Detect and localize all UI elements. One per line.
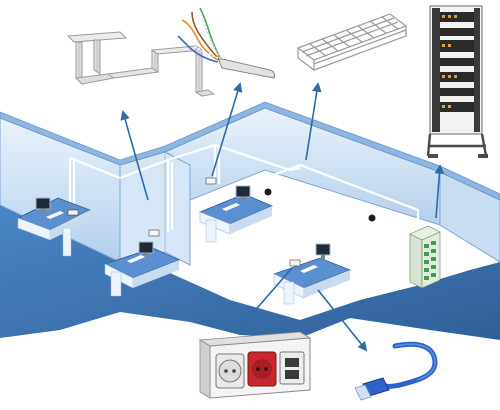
- workstation: [198, 177, 274, 243]
- arrow-to-tray: [305, 82, 322, 161]
- distribution-panel: [409, 225, 441, 289]
- power-data-outlet-icon: [198, 331, 312, 399]
- partition-wall: [119, 151, 191, 266]
- cable-tray-bracket-icon: [66, 31, 216, 97]
- server-rack-icon: [426, 5, 488, 158]
- wall-socket-icon: [148, 229, 160, 237]
- ceiling-outlet: [367, 213, 377, 223]
- arrow-to-cable: [211, 82, 243, 177]
- patch-cord-icon: [354, 341, 438, 401]
- arrow-to-bracket: [120, 110, 149, 201]
- keyboard-icon: [222, 203, 240, 211]
- arrow-to-outlet: [236, 267, 293, 332]
- keyboard-icon: [127, 255, 145, 263]
- monitor-icon: [315, 243, 331, 256]
- monitor-icon: [35, 197, 51, 210]
- cable-runs: [68, 143, 420, 262]
- arrow-to-patch-cord: [317, 289, 368, 352]
- callout-arrows: [120, 82, 445, 352]
- wall-socket-icon: [289, 259, 301, 267]
- ceiling-outlet: [263, 187, 273, 197]
- wall-socket-icon: [67, 209, 79, 216]
- wire-mesh-tray-icon: [296, 13, 408, 72]
- keyboard-icon: [300, 265, 318, 273]
- data-jack: [279, 351, 305, 385]
- workstation: [103, 229, 181, 297]
- keyboard-icon: [46, 211, 64, 219]
- workstation: [17, 197, 91, 257]
- monitor-icon: [235, 185, 251, 198]
- cable-run-right: [299, 208, 419, 230]
- twisted-pair-cable-icon: [177, 7, 275, 79]
- wall-top-ridge: [0, 101, 500, 201]
- floor: [0, 205, 500, 340]
- cable-run-center: [259, 163, 420, 262]
- monitor-icon: [138, 241, 154, 254]
- wall-socket-icon: [205, 177, 217, 185]
- arrow-to-rack: [434, 164, 445, 219]
- ceiling-outlets: [263, 187, 377, 223]
- workstation: [272, 243, 352, 305]
